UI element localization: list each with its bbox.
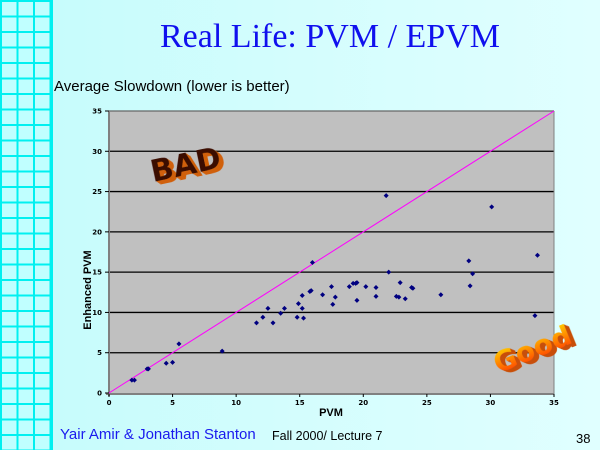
y-tick-label: 0 (97, 390, 102, 398)
data-point (260, 314, 266, 320)
y-tick-label: 10 (92, 309, 102, 317)
data-point (532, 313, 538, 319)
x-tick-label: 10 (231, 399, 241, 407)
y-tick-label: 30 (92, 148, 102, 156)
data-point (489, 204, 495, 210)
data-point (373, 284, 379, 290)
data-point (397, 280, 403, 286)
data-point (329, 284, 334, 290)
x-axis-title: PVM (319, 407, 343, 419)
data-point (299, 305, 305, 311)
x-tick-label: 35 (549, 399, 559, 407)
data-point (332, 294, 338, 300)
chart-subtitle: Average Slowdown (lower is better) (54, 78, 290, 95)
data-point (265, 305, 271, 311)
data-point (176, 341, 182, 347)
data-point (330, 301, 336, 307)
data-point (373, 293, 379, 299)
data-point (438, 292, 444, 298)
x-tick-label: 0 (107, 399, 112, 407)
data-point (295, 301, 301, 307)
x-tick-label: 20 (358, 399, 368, 407)
data-point (278, 310, 284, 316)
y-axis-title: Enhanced PVM (82, 250, 94, 329)
data-point (346, 284, 352, 290)
y-tick-label: 15 (92, 269, 102, 277)
data-point (470, 271, 476, 277)
data-point (219, 348, 225, 354)
data-point (131, 377, 137, 383)
page-number: 38 (576, 431, 591, 446)
data-point (466, 258, 472, 264)
y-tick-label: 25 (92, 188, 102, 196)
slide-title: Real Life: PVM / EPVM (160, 18, 500, 55)
data-point (410, 285, 416, 291)
decorative-grid (0, 0, 53, 450)
data-point (354, 297, 360, 303)
x-tick-label: 15 (295, 399, 305, 407)
x-tick-label: 5 (170, 399, 175, 407)
y-tick-label: 5 (97, 349, 102, 357)
data-point (363, 284, 369, 290)
data-point (309, 259, 315, 265)
footer-course: Fall 2000/ Lecture 7 (272, 429, 383, 443)
data-point (396, 294, 402, 300)
data-point (383, 193, 389, 199)
y-tick-label: 20 (92, 228, 102, 236)
data-point (294, 314, 300, 320)
data-point (281, 305, 287, 311)
data-point (129, 377, 135, 383)
data-point (350, 280, 356, 286)
y-tick-label: 35 (92, 108, 102, 116)
data-point (270, 320, 276, 326)
data-point (402, 296, 408, 302)
footer-authors: Yair Amir & Jonathan Stanton (60, 426, 256, 443)
data-point (301, 315, 307, 321)
data-point (253, 320, 259, 326)
data-point (534, 252, 540, 258)
data-point (467, 283, 473, 289)
data-point (386, 269, 392, 275)
data-point (170, 359, 176, 365)
data-point (145, 366, 151, 372)
data-point (320, 292, 326, 298)
data-point (354, 280, 360, 286)
reference-line (108, 110, 555, 394)
x-tick-label: 30 (486, 399, 496, 407)
data-point (308, 288, 314, 294)
data-point (163, 360, 169, 366)
x-tick-label: 25 (422, 399, 432, 407)
data-point (299, 293, 305, 299)
